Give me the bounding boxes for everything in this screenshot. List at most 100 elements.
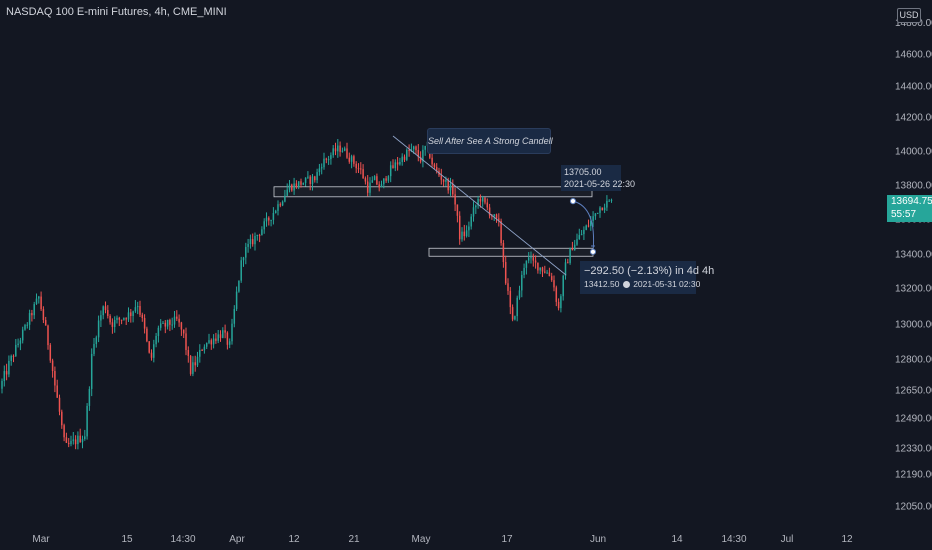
- candle-body: [415, 146, 417, 151]
- candle-body: [599, 207, 601, 213]
- candle-body: [442, 179, 445, 182]
- x-tick-label: Jun: [590, 534, 606, 545]
- candle-body: [396, 162, 399, 165]
- candle-body: [297, 181, 300, 188]
- candle-body: [21, 329, 24, 341]
- candle-body: [194, 362, 196, 366]
- candle-body: [583, 229, 585, 235]
- candle-body: [576, 239, 578, 245]
- candle-body: [63, 425, 65, 438]
- candle-body: [461, 231, 463, 240]
- candle-body: [171, 324, 173, 326]
- candle-body: [376, 176, 378, 185]
- candle-body: [399, 161, 401, 165]
- candle-body: [571, 248, 574, 251]
- candle-body: [585, 225, 587, 230]
- candle-body: [479, 199, 482, 202]
- candle-body: [26, 324, 29, 326]
- candle-body: [507, 283, 509, 291]
- candle-body: [406, 149, 408, 160]
- candle-body: [527, 257, 530, 261]
- candle-body: [116, 317, 118, 321]
- candle-body: [141, 314, 144, 319]
- candle-body: [412, 146, 415, 150]
- candle-body: [272, 212, 275, 220]
- candle-body: [357, 168, 360, 170]
- bar-countdown-label: 55:57: [891, 209, 917, 220]
- candle-body: [316, 172, 318, 181]
- candle-body: [157, 327, 160, 336]
- candle-body: [408, 149, 410, 152]
- candle-body: [610, 199, 613, 201]
- candle-body: [10, 355, 12, 361]
- candle-body: [334, 148, 337, 152]
- candle-body: [217, 334, 219, 341]
- x-tick-label: May: [412, 534, 431, 545]
- candle-body: [212, 338, 215, 345]
- candle-body: [465, 230, 468, 237]
- candle-body: [521, 274, 523, 291]
- candle-body: [343, 148, 346, 151]
- candle-body: [88, 388, 91, 406]
- note-callout[interactable]: Sell After See A Strong Candell: [427, 128, 553, 154]
- candle-body: [500, 221, 502, 244]
- candle-body: [58, 397, 61, 412]
- x-tick-label: Apr: [229, 534, 245, 545]
- candle-body: [592, 216, 594, 221]
- y-tick-label: 12050.00: [895, 502, 932, 513]
- currency-badge[interactable]: USD: [897, 8, 921, 23]
- candle-body: [346, 148, 348, 158]
- candle-body: [452, 183, 454, 195]
- candle-body: [208, 340, 210, 343]
- y-tick-label: 12800.00: [895, 355, 932, 366]
- candle-body: [514, 316, 516, 320]
- candle-body: [125, 318, 127, 320]
- candle-body: [385, 178, 387, 181]
- candle-body: [74, 439, 77, 445]
- candle-body: [139, 306, 141, 315]
- candle-body: [504, 262, 507, 284]
- symbol-title[interactable]: NASDAQ 100 E-mini Futures, 4h, CME_MINI: [6, 6, 227, 18]
- candle-body: [371, 180, 374, 183]
- y-tick-label: 14800.00: [895, 18, 932, 29]
- price-range-label: −292.50 (−2.13%) in 4d 4h 13412.50 2021-…: [580, 261, 715, 294]
- candle-body: [274, 210, 277, 213]
- candle-body: [146, 328, 148, 342]
- y-tick-label: 14200.00: [895, 113, 932, 124]
- candle-body: [100, 315, 102, 321]
- candle-body: [422, 149, 424, 162]
- candle-body: [19, 340, 22, 344]
- candle-body: [219, 334, 222, 338]
- candle-body: [564, 262, 567, 276]
- candle-body: [104, 306, 107, 311]
- candle-body: [511, 307, 514, 320]
- candle-body: [150, 352, 153, 358]
- candle-body: [95, 337, 98, 344]
- candle-body: [47, 325, 49, 346]
- candle-body: [596, 212, 599, 214]
- candle-body: [233, 308, 236, 324]
- candle-body: [488, 207, 491, 216]
- candle-body: [300, 181, 302, 185]
- candle-body: [42, 309, 45, 321]
- candle-body: [222, 330, 224, 338]
- candle-body: [392, 165, 394, 169]
- candle-body: [546, 272, 548, 274]
- candle-body: [463, 231, 466, 237]
- candle-body: [111, 322, 114, 327]
- candle-body: [544, 271, 546, 273]
- candle-body: [134, 307, 137, 312]
- candle-body: [109, 315, 111, 323]
- candle-body: [330, 155, 332, 160]
- candle-body: [203, 346, 206, 351]
- candle-body: [530, 257, 532, 259]
- candle-body: [249, 239, 252, 244]
- candle-body: [97, 320, 100, 338]
- candle-body: [525, 260, 528, 268]
- range-change-label: −292.50 (−2.13%) in 4d 4h: [584, 265, 715, 277]
- candle-body: [84, 436, 86, 440]
- candle-body: [502, 243, 505, 263]
- candle-body: [594, 213, 597, 217]
- candle-body: [369, 182, 371, 193]
